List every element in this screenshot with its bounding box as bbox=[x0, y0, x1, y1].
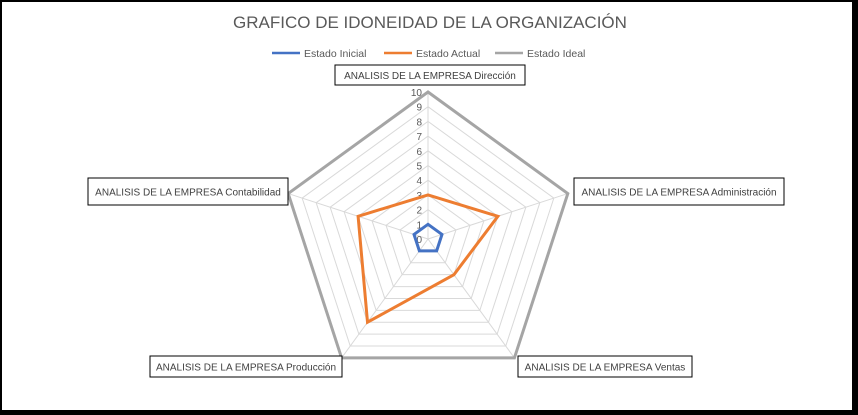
axis-label-5: ANALISIS DE LA EMPRESA Contabilidad bbox=[87, 177, 289, 206]
axis-labels: ANALISIS DE LA EMPRESA Dirección ANALISIS… bbox=[87, 64, 785, 378]
tick-label: 6 bbox=[416, 147, 422, 158]
axis-label-text: ANALISIS DE LA EMPRESA Administración bbox=[581, 188, 776, 199]
axis-label-box bbox=[517, 355, 693, 378]
axis-label-text: ANALISIS DE LA EMPRESA Contabilidad bbox=[95, 188, 281, 199]
tick-label: 8 bbox=[416, 117, 422, 128]
grid-ring bbox=[371, 179, 485, 288]
tick-label: 0 bbox=[416, 235, 422, 246]
series-estado-inicial bbox=[412, 222, 444, 253]
legend: Estado Inicial Estado Actual Estado Idea… bbox=[272, 48, 585, 60]
legend-item-estado-ideal: Estado Ideal bbox=[495, 48, 585, 60]
axis-label-3: ANALISIS DE LA EMPRESA Ventas bbox=[517, 355, 693, 378]
grid-ring bbox=[357, 164, 499, 299]
axis-label-box bbox=[573, 177, 785, 206]
tick-label: 2 bbox=[416, 206, 422, 217]
axis-label-4: ANALISIS DE LA EMPRESA Producción bbox=[149, 355, 343, 378]
legend-item-estado-actual: Estado Actual bbox=[384, 48, 480, 60]
tick-label: 4 bbox=[416, 176, 422, 187]
tick-label: 7 bbox=[416, 132, 422, 143]
axis-label-box bbox=[334, 64, 526, 86]
grid-ring bbox=[315, 120, 541, 335]
series-estado-ideal bbox=[286, 90, 570, 360]
legend-item-estado-inicial: Estado Inicial bbox=[272, 48, 366, 60]
axis-label-2: ANALISIS DE LA EMPRESA Administración bbox=[573, 177, 785, 206]
tick-label: 10 bbox=[411, 88, 423, 99]
grid-ring bbox=[385, 194, 471, 276]
tick-label: 5 bbox=[416, 162, 422, 173]
series-estado-actual bbox=[356, 193, 501, 325]
grid-ring bbox=[301, 106, 555, 347]
legend-label-estado-actual: Estado Actual bbox=[416, 48, 480, 60]
axis-label-box bbox=[149, 355, 343, 378]
tick-label: 9 bbox=[416, 103, 422, 114]
grid-spoke bbox=[341, 238, 429, 359]
axis-label-text: ANALISIS DE LA EMPRESA Dirección bbox=[344, 71, 516, 82]
tick-label: 1 bbox=[416, 220, 422, 231]
axis-label-text: ANALISIS DE LA EMPRESA Producción bbox=[156, 363, 336, 374]
chart-area: GRAFICO DE IDONEIDAD DE LA ORGANIZACIÓN … bbox=[2, 2, 852, 410]
grid-spoke bbox=[427, 238, 515, 359]
chart-title: GRAFICO DE IDONEIDAD DE LA ORGANIZACIÓN bbox=[233, 13, 627, 32]
legend-label-estado-inicial: Estado Inicial bbox=[304, 48, 366, 60]
grid-ring bbox=[399, 208, 457, 264]
axis-label-box bbox=[87, 177, 289, 206]
legend-label-estado-ideal: Estado Ideal bbox=[527, 48, 585, 60]
grid-ring bbox=[343, 150, 513, 311]
radar-series bbox=[286, 90, 570, 360]
axis-label-text: ANALISIS DE LA EMPRESA Ventas bbox=[525, 363, 686, 374]
grid-ring bbox=[329, 135, 527, 323]
axis-label-1: ANALISIS DE LA EMPRESA Dirección bbox=[334, 64, 526, 86]
radar-chart: GRAFICO DE IDONEIDAD DE LA ORGANIZACIÓN … bbox=[87, 13, 785, 378]
